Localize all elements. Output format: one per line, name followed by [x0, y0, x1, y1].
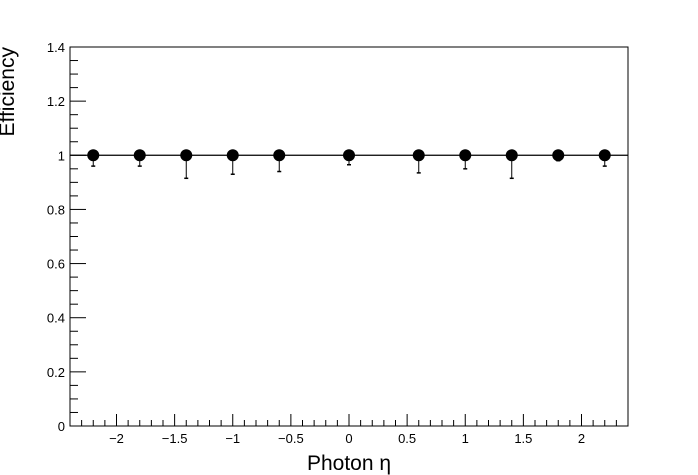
y-axis-title: Efficiency	[0, 47, 19, 137]
x-tick-label: −0.5	[278, 431, 304, 446]
data-point	[180, 149, 193, 162]
x-axis-title: Photon η	[307, 452, 391, 475]
data-points	[70, 149, 628, 180]
data-point	[552, 149, 565, 162]
y-tick-label: 0.6	[47, 257, 65, 272]
data-point	[412, 149, 425, 162]
data-point	[459, 149, 472, 162]
data-point	[133, 149, 146, 162]
x-tick-label: 0	[345, 431, 352, 446]
y-tick-label: 0	[58, 419, 65, 434]
y-tick-label: 0.2	[47, 365, 65, 380]
x-tick-label: −1	[225, 431, 240, 446]
x-tick-label: 1	[462, 431, 469, 446]
y-tick-label: 1	[58, 148, 65, 163]
x-tick-label: 1.5	[514, 431, 532, 446]
y-tick-label: 1.4	[47, 40, 65, 55]
data-point	[273, 149, 286, 162]
y-tick-label: 0.8	[47, 202, 65, 217]
y-tick-label: 1.2	[47, 94, 65, 109]
x-tick-label: 0.5	[398, 431, 416, 446]
x-tick-label: −2	[109, 431, 124, 446]
y-tick-label: 0.4	[47, 311, 65, 326]
axis-ticks: −2 −1.5 −1 −0.5 0 0.5 1 1.5 2 0 0.2 0.4 0.6 0.8 1 1.2 1.…	[47, 40, 629, 446]
data-point	[343, 149, 355, 162]
x-tick-label: 2	[578, 431, 585, 446]
data-point	[87, 149, 100, 162]
data-point	[505, 149, 518, 162]
plot-frame	[69, 46, 629, 427]
data-point	[598, 149, 611, 162]
data-point	[226, 149, 239, 162]
x-tick-label: −1.5	[162, 431, 188, 446]
